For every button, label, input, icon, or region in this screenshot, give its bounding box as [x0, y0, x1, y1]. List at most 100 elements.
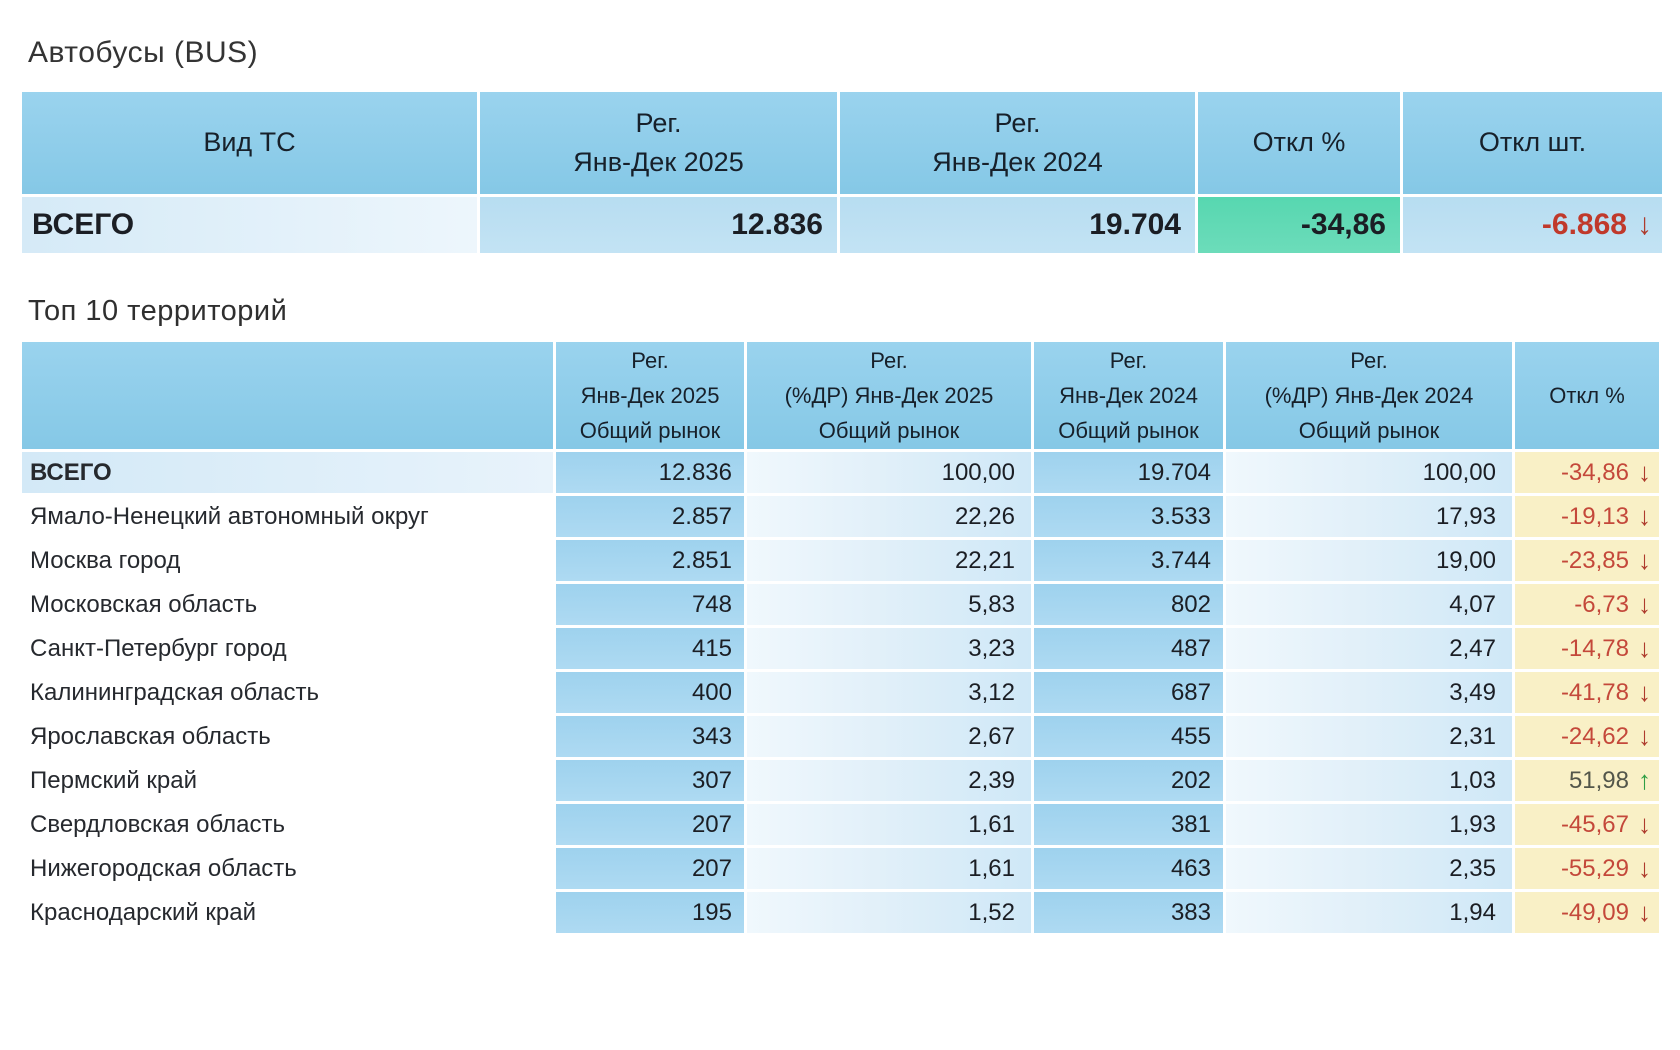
header-line: Рег.	[870, 347, 908, 373]
deviation-pct-cell: -45,67 ↓	[1515, 804, 1659, 845]
share-2024-cell: 4,07	[1226, 584, 1512, 625]
header-line: Вид ТС	[203, 127, 296, 158]
down-arrow-icon: ↓	[1638, 633, 1651, 663]
reg-2024-cell: 19.704	[840, 197, 1195, 253]
territory-name-cell: ВСЕГО	[22, 452, 553, 493]
column-header-reg-2024: Рег. Янв-Дек 2024	[840, 92, 1195, 194]
reg-2025-cell: 195	[556, 892, 744, 933]
share-2025-cell: 22,21	[747, 540, 1031, 581]
vehicle-type-cell: ВСЕГО	[22, 197, 477, 253]
section-title-bus: Автобусы (BUS)	[28, 36, 259, 69]
column-header-reg-2025: Рег. Янв-Дек 2025 Общий рынок	[556, 342, 744, 449]
share-2024-cell: 2,35	[1226, 848, 1512, 889]
header-line: Рег.	[635, 107, 682, 138]
reg-2024-cell: 202	[1034, 760, 1223, 801]
column-header-dev-pct: Откл %	[1515, 342, 1659, 449]
deviation-pct-value: -6,73	[1574, 590, 1629, 618]
column-header-share-2025: Рег. (%ДР) Янв-Дек 2025 Общий рынок	[747, 342, 1031, 449]
territory-name-cell: Пермский край	[22, 760, 553, 801]
share-2025-cell: 1,52	[747, 892, 1031, 933]
header-line: Откл %	[1549, 382, 1625, 408]
share-2024-cell: 100,00	[1226, 452, 1512, 493]
header-line: Рег.	[631, 347, 669, 373]
reg-2024-cell: 802	[1034, 584, 1223, 625]
share-2024-cell: 17,93	[1226, 496, 1512, 537]
down-arrow-icon: ↓	[1638, 589, 1651, 619]
share-2025-cell: 2,39	[747, 760, 1031, 801]
column-header-reg-2025: Рег. Янв-Дек 2025	[480, 92, 837, 194]
share-2024-cell: 1,03	[1226, 760, 1512, 801]
down-arrow-icon: ↓	[1638, 677, 1651, 707]
reg-2024-cell: 19.704	[1034, 452, 1223, 493]
header-line: Рег.	[1109, 347, 1148, 373]
down-arrow-icon: ↓	[1637, 208, 1652, 241]
deviation-pct-cell: -49,09 ↓	[1515, 892, 1659, 933]
up-arrow-icon: ↑	[1638, 765, 1651, 795]
deviation-pct-cell: -41,78 ↓	[1515, 672, 1659, 713]
share-2025-cell: 2,67	[747, 716, 1031, 757]
deviation-units-value: -6.868	[1541, 208, 1627, 241]
deviation-pct-value: -41,78	[1560, 678, 1629, 706]
territory-name-cell: Москва город	[22, 540, 553, 581]
territory-name-cell: Калининградская область	[22, 672, 553, 713]
deviation-pct-cell: -55,29 ↓	[1515, 848, 1659, 889]
deviation-pct-value: -34,86	[1560, 458, 1629, 486]
share-2025-cell: 1,61	[747, 848, 1031, 889]
share-2025-cell: 3,12	[747, 672, 1031, 713]
down-arrow-icon: ↓	[1638, 501, 1651, 531]
territory-name-cell: Ярославская область	[22, 716, 553, 757]
header-line: Общий рынок	[1298, 418, 1440, 444]
column-header-share-2024: Рег. (%ДР) Янв-Дек 2024 Общий рынок	[1226, 342, 1512, 449]
header-line: Откл %	[1252, 127, 1346, 158]
reg-2025-cell: 12.836	[480, 197, 837, 253]
header-line: Рег.	[994, 107, 1041, 138]
deviation-pct-value: -14,78	[1560, 634, 1629, 662]
header-line: Общий рынок	[579, 418, 721, 444]
reg-2024-cell: 381	[1034, 804, 1223, 845]
territory-name-cell: Ямало-Ненецкий автономный округ	[22, 496, 553, 537]
territory-name-cell: Московская область	[22, 584, 553, 625]
deviation-pct-cell: -19,13 ↓	[1515, 496, 1659, 537]
header-line: Янв-Дек 2024	[932, 147, 1103, 177]
reg-2024-cell: 3.533	[1034, 496, 1223, 537]
share-2024-cell: 1,93	[1226, 804, 1512, 845]
column-header-vehicle-type: Вид ТС	[22, 92, 477, 194]
reg-2025-cell: 12.836	[556, 452, 744, 493]
share-2025-cell: 1,61	[747, 804, 1031, 845]
down-arrow-icon: ↓	[1638, 545, 1651, 575]
down-arrow-icon: ↓	[1638, 457, 1651, 487]
deviation-pct-value: 51,98	[1568, 766, 1629, 794]
header-line: Янв-Дек 2025	[580, 382, 720, 408]
column-header-territory	[22, 342, 553, 449]
share-2025-cell: 100,00	[747, 452, 1031, 493]
header-line: Общий рынок	[818, 418, 960, 444]
territory-name-cell: Нижегородская область	[22, 848, 553, 889]
header-line: (%ДР) Янв-Дек 2025	[784, 382, 994, 408]
deviation-pct-cell: -6,73 ↓	[1515, 584, 1659, 625]
reg-2025-cell: 2.851	[556, 540, 744, 581]
territory-name-cell: Санкт-Петербург город	[22, 628, 553, 669]
reg-2025-cell: 2.857	[556, 496, 744, 537]
reg-2025-cell: 207	[556, 848, 744, 889]
reg-2025-cell: 207	[556, 804, 744, 845]
reg-2024-cell: 3.744	[1034, 540, 1223, 581]
column-header-dev-pct: Откл %	[1198, 92, 1400, 194]
share-2024-cell: 2,31	[1226, 716, 1512, 757]
reg-2025-cell: 307	[556, 760, 744, 801]
header-line: Янв-Дек 2024	[1059, 382, 1198, 408]
deviation-pct-cell: 51,98 ↑	[1515, 760, 1659, 801]
share-2025-cell: 22,26	[747, 496, 1031, 537]
deviation-pct-value: -55,29	[1560, 854, 1629, 882]
share-2025-cell: 5,83	[747, 584, 1031, 625]
reg-2024-cell: 687	[1034, 672, 1223, 713]
deviation-pct-cell: -14,78 ↓	[1515, 628, 1659, 669]
deviation-pct-value: -23,85	[1560, 546, 1629, 574]
top10-territories-table: Рег. Янв-Дек 2025 Общий рынок Рег. (%ДР) Янв…	[22, 342, 1659, 933]
territory-name-cell: Краснодарский край	[22, 892, 553, 933]
reg-2024-cell: 383	[1034, 892, 1223, 933]
header-line: Общий рынок	[1058, 418, 1199, 444]
header-line: Откл шт.	[1478, 127, 1587, 158]
share-2024-cell: 1,94	[1226, 892, 1512, 933]
bus-summary-table: Вид ТС Рег. Янв-Дек 2025 Рег. Янв-Дек 2024 От…	[22, 92, 1662, 253]
deviation-pct-value: -49,09	[1560, 898, 1629, 926]
